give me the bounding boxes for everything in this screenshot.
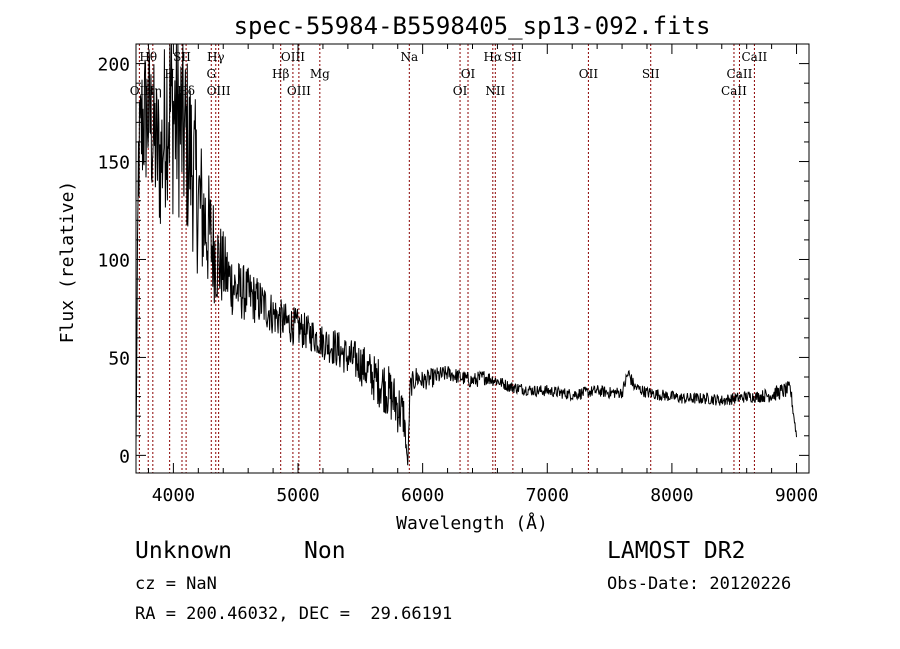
x-tick-label: 6000 bbox=[401, 485, 444, 506]
x-tick-label: 9000 bbox=[775, 485, 818, 506]
y-tick-label: 200 bbox=[97, 55, 130, 76]
x-axis: 4000 5000 6000 7000 8000 9000 bbox=[147, 44, 818, 506]
object-class: Unknown bbox=[135, 538, 232, 564]
coordinates: RA = 200.46032, DEC = 29.66191 bbox=[135, 604, 453, 624]
spectral-line-markers bbox=[138, 44, 755, 473]
y-tick-label: 100 bbox=[97, 250, 130, 271]
spectral-line-label: SII bbox=[504, 50, 522, 64]
observation-date: Obs-Date: 20120226 bbox=[607, 574, 792, 594]
y-axis: 0 50 100 150 200 bbox=[97, 55, 809, 467]
object-subclass: Non bbox=[304, 538, 346, 564]
x-tick-label: 8000 bbox=[650, 485, 693, 506]
y-tick-label: 50 bbox=[108, 348, 130, 369]
chart-title: spec-55984-B5598405_sp13-092.fits bbox=[234, 12, 711, 40]
survey-name: LAMOST DR2 bbox=[607, 538, 746, 564]
spectral-line-label: Mg bbox=[310, 67, 330, 81]
spectral-line-label: OIII bbox=[287, 84, 311, 98]
spectral-line-label: CaII bbox=[741, 50, 767, 64]
spectrum-series bbox=[135, 43, 797, 466]
spectral-line-label: OII bbox=[579, 67, 599, 81]
spectral-line-label: Hγ bbox=[207, 50, 225, 64]
x-tick-label: 4000 bbox=[152, 485, 195, 506]
spectrum-line bbox=[135, 43, 797, 466]
spectral-line-label: OIII bbox=[281, 50, 305, 64]
spectral-line-label: OIII bbox=[207, 84, 231, 98]
x-tick-label: 7000 bbox=[526, 485, 569, 506]
y-axis-label: Flux (relative) bbox=[57, 181, 78, 344]
spectral-line-label: NII bbox=[485, 84, 505, 98]
spectral-line-label: Hα bbox=[484, 50, 503, 64]
spectral-line-label: CaII bbox=[721, 84, 747, 98]
y-tick-label: 0 bbox=[119, 446, 130, 467]
spectral-line-label: Hβ bbox=[272, 67, 289, 81]
redshift-value: cz = NaN bbox=[135, 574, 217, 594]
spectral-line-label: Hθ bbox=[139, 50, 157, 64]
spectral-line-label: OI bbox=[453, 84, 468, 98]
spectral-line-label: OI bbox=[461, 67, 476, 81]
spectral-line-label: CaII bbox=[727, 67, 753, 81]
plot-frame bbox=[135, 43, 810, 474]
x-axis-label: Wavelength (Å) bbox=[396, 512, 548, 534]
y-tick-label: 150 bbox=[97, 153, 130, 174]
spectral-line-label: Na bbox=[400, 50, 418, 64]
spectral-line-label: G bbox=[206, 67, 216, 81]
spectral-line-label: SII bbox=[642, 67, 660, 81]
x-tick-label: 5000 bbox=[276, 485, 319, 506]
